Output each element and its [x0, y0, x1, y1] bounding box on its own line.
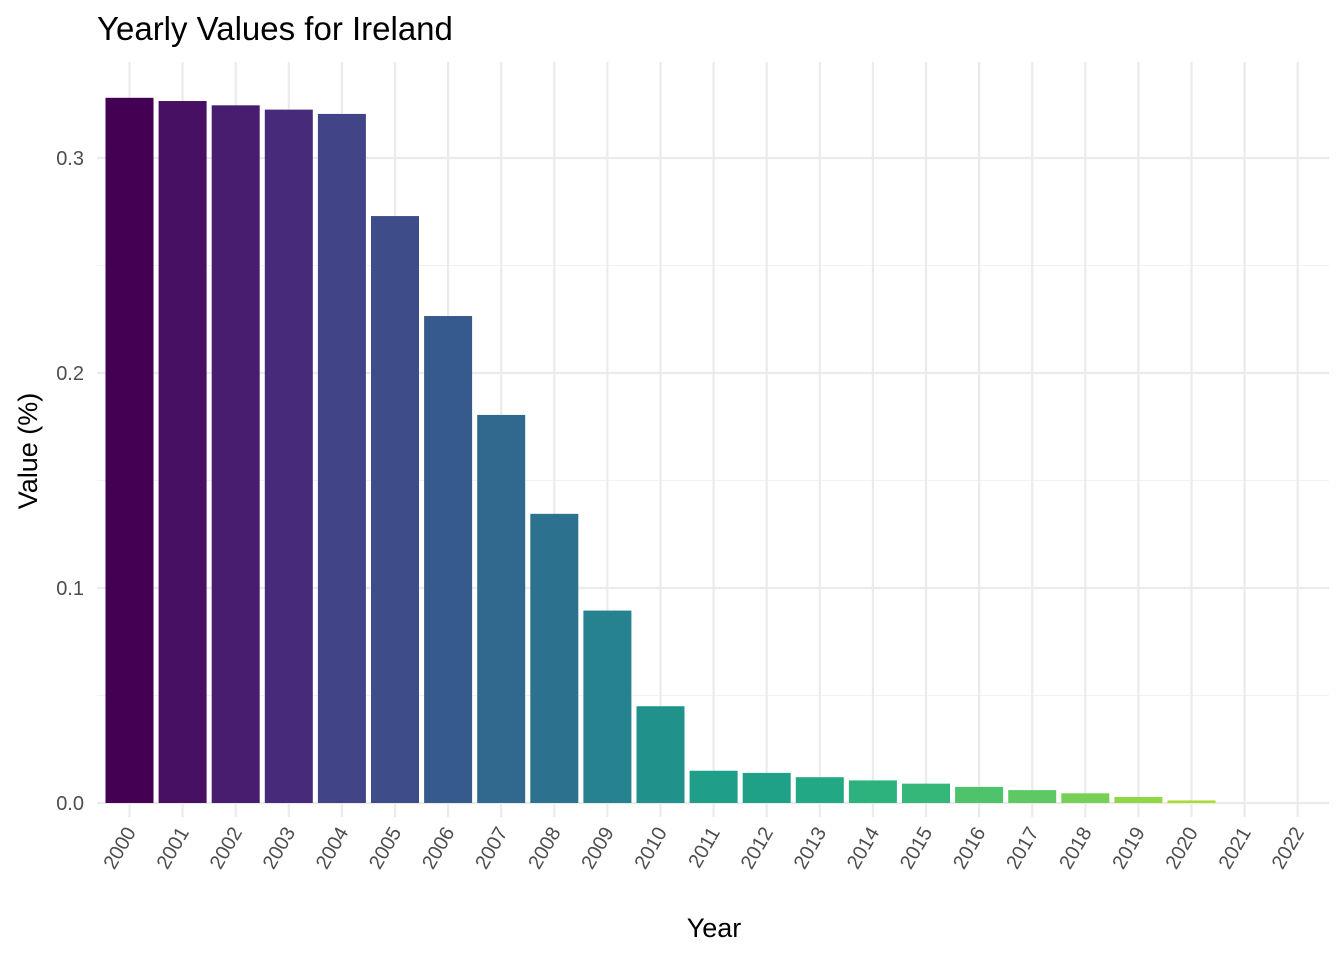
bar-2003 — [264, 109, 313, 803]
bar-2000 — [105, 97, 154, 804]
bar-2005 — [371, 216, 419, 804]
bar-2004 — [317, 113, 366, 804]
bar-2009 — [583, 610, 632, 803]
bar-2001 — [158, 101, 207, 803]
bar-2015 — [902, 783, 950, 803]
y-axis-ticks: 0.0 0.1 0.2 0.3 — [56, 148, 84, 815]
bars — [105, 97, 1216, 804]
x-axis-title: Year — [687, 913, 742, 943]
bar-2019 — [1114, 796, 1163, 803]
bar-2011 — [689, 770, 738, 803]
bar-2013 — [795, 777, 844, 803]
bar-2007 — [477, 414, 526, 803]
chart-title: Yearly Values for Ireland — [97, 10, 453, 47]
bar-2010 — [636, 706, 685, 803]
y-tick-label: 0.1 — [56, 578, 84, 600]
y-axis-title: Value (%) — [13, 393, 43, 510]
bar-2008 — [530, 513, 579, 803]
bar-2020 — [1167, 800, 1216, 803]
bar-2016 — [955, 786, 1004, 803]
y-tick-label: 0.2 — [56, 363, 84, 385]
x-axis-ticks: 2000 2001 2002 2003 2004 2005 2006 2007 2008 2009… — [100, 824, 1310, 874]
bar-2017 — [1008, 790, 1057, 803]
bar-2014 — [848, 780, 897, 803]
bar-2018 — [1061, 793, 1110, 803]
bar-2012 — [742, 772, 791, 803]
y-tick-label: 0.0 — [56, 793, 84, 815]
bar-2002 — [211, 105, 260, 803]
bar-2006 — [424, 316, 473, 803]
y-tick-label: 0.3 — [56, 148, 84, 170]
